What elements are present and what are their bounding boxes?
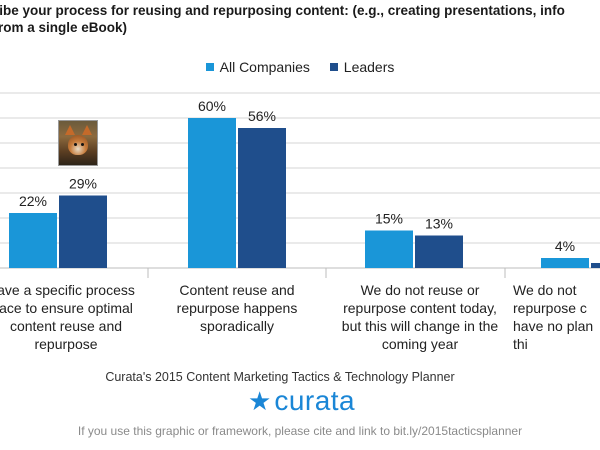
legend-swatch-leaders (329, 63, 338, 71)
data-label-all-companies-2: 60% (198, 98, 226, 114)
citation-note: If you use this graphic or framework, pl… (77, 424, 523, 438)
fox-photo (58, 120, 98, 166)
data-label-leaders-3: 13% (425, 216, 453, 232)
source-caption: Curata's 2015 Content Marketing Tactics … (105, 370, 455, 384)
data-label-leaders-2: 56% (248, 108, 276, 124)
legend-swatch-all-companies (205, 63, 214, 71)
legend-item-all-companies: All Companies (205, 59, 310, 75)
bar-leaders-3 (415, 235, 463, 268)
legend-item-leaders: Leaders (329, 59, 395, 75)
bar-all-companies-3 (365, 230, 413, 268)
bar-chart: 22% 60% 15% 4% 29% 56% 13% (0, 92, 600, 278)
fox-ear-left (65, 125, 75, 135)
chart-title: ribe your process for reusing and repurp… (0, 2, 600, 36)
data-label-all-companies-1: 22% (19, 193, 47, 209)
legend-label-all-companies: All Companies (219, 59, 310, 75)
fox-face (68, 135, 88, 155)
legend-label-leaders: Leaders (343, 59, 395, 75)
bar-all-companies-4 (541, 258, 589, 268)
title-line-2: rom a single eBook) (0, 20, 128, 35)
bar-leaders-4 (591, 263, 600, 268)
star-icon: ★ (248, 386, 272, 416)
curata-logo: ★ curata (248, 386, 355, 416)
logo-wordmark: curata (274, 385, 356, 416)
category-label-2: Content reuse and repurpose happens spor… (176, 282, 298, 334)
title-line-1: ribe your process for reusing and repurp… (0, 3, 565, 18)
fox-eye-left (74, 143, 77, 146)
data-label-all-companies-3: 15% (375, 211, 403, 227)
category-label-1: ave a specific process ace to ensure opt… (0, 282, 135, 352)
bar-all-companies-1 (9, 213, 57, 268)
data-label-leaders-1: 29% (69, 176, 97, 192)
bar-leaders-2 (238, 128, 286, 268)
legend: All Companies Leaders (0, 59, 600, 75)
fox-eye-right (81, 143, 84, 146)
category-label-4: We do not repurpose c have no plan thi (513, 282, 594, 352)
fox-ear-right (82, 125, 92, 135)
bar-leaders-1 (59, 195, 107, 268)
bar-all-companies-2 (188, 118, 236, 268)
category-label-3: We do not reuse or repurpose content tod… (341, 282, 499, 352)
data-label-all-companies-4: 4% (555, 238, 575, 254)
